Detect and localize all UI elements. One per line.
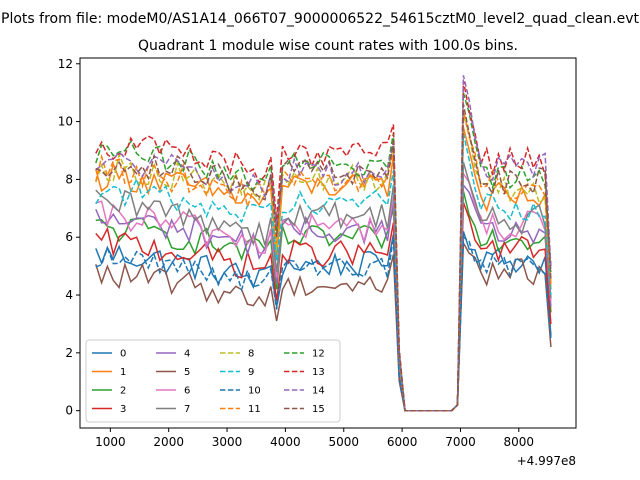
legend-label-6: 6 xyxy=(184,386,190,397)
legend-label-5: 5 xyxy=(184,367,190,378)
legend-label-8: 8 xyxy=(248,349,254,360)
x-tick-label: 3000 xyxy=(212,435,243,449)
legend-label-1: 1 xyxy=(120,367,126,378)
series-line-15 xyxy=(95,104,552,412)
legend-label-13: 13 xyxy=(312,367,325,378)
legend-label-0: 0 xyxy=(120,349,126,360)
x-tick-label: 8000 xyxy=(504,435,535,449)
x-tick-label: 6000 xyxy=(387,435,418,449)
series-line-4 xyxy=(95,183,552,412)
y-tick-label: 6 xyxy=(65,230,73,244)
legend-label-3: 3 xyxy=(120,404,126,415)
x-tick-label: 7000 xyxy=(445,435,476,449)
series-line-1 xyxy=(95,127,552,412)
series-line-12 xyxy=(95,92,552,412)
series-line-14 xyxy=(95,75,552,412)
plot-lines xyxy=(95,75,552,412)
series-line-10 xyxy=(95,235,552,412)
series-line-8 xyxy=(95,115,552,412)
series-line-9 xyxy=(95,133,552,412)
legend-label-9: 9 xyxy=(248,367,254,378)
series-line-3 xyxy=(95,202,552,412)
x-tick-label: 4000 xyxy=(270,435,301,449)
figure-suptitle: Plots from file: modeM0/AS1A14_066T07_90… xyxy=(1,11,639,27)
chart-title: Quadrant 1 module wise count rates with … xyxy=(138,38,518,54)
series-line-6 xyxy=(95,171,552,412)
x-tick-label: 2000 xyxy=(153,435,184,449)
y-tick-label: 0 xyxy=(65,404,73,418)
legend-label-12: 12 xyxy=(312,349,325,360)
legend-label-11: 11 xyxy=(248,404,261,415)
y-tick-label: 4 xyxy=(65,288,73,302)
x-tick-label: 1000 xyxy=(95,435,126,449)
series-line-2 xyxy=(95,190,552,412)
legend-label-14: 14 xyxy=(312,386,325,397)
y-tick-label: 2 xyxy=(65,346,73,360)
axes-frame xyxy=(79,57,577,429)
legend-label-10: 10 xyxy=(248,386,261,397)
x-offset-text: +4.997e8 xyxy=(517,454,576,468)
series-line-7 xyxy=(95,161,552,412)
y-tick-label: 8 xyxy=(65,172,73,186)
legend-box xyxy=(85,339,341,423)
legend-label-4: 4 xyxy=(184,349,190,360)
y-tick-label: 10 xyxy=(58,115,73,129)
legend-label-15: 15 xyxy=(312,404,325,415)
legend-label-7: 7 xyxy=(184,404,190,415)
x-tick-label: 5000 xyxy=(328,435,359,449)
axis-ticks: 1000 2000 3000 4000 5000 6000 7000 800002468101… xyxy=(58,57,534,449)
series-line-13 xyxy=(95,80,552,412)
series-line-5 xyxy=(95,240,552,412)
y-tick-label: 12 xyxy=(58,57,73,71)
legend-label-2: 2 xyxy=(120,386,126,397)
